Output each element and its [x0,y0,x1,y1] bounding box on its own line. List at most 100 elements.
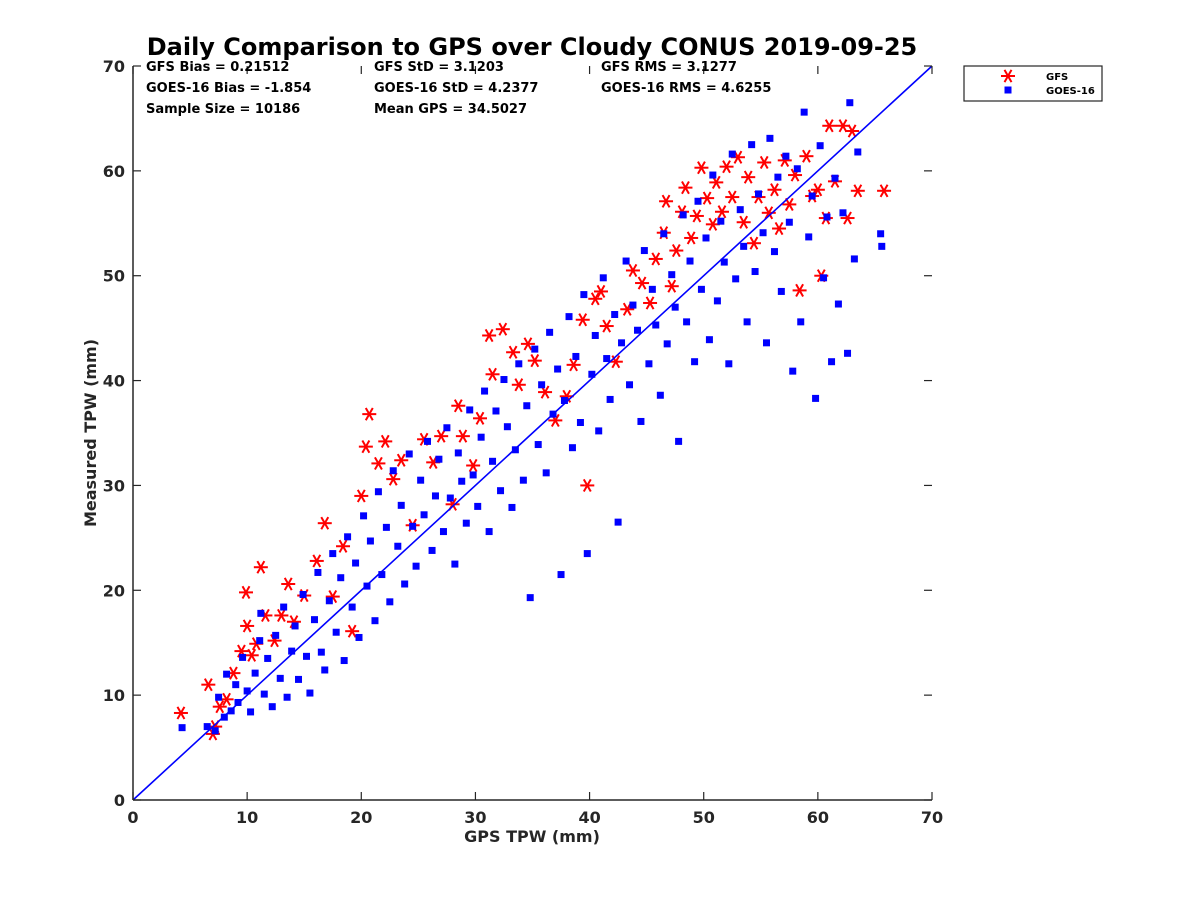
goes16-point [256,637,264,645]
y-tick-label: 50 [103,267,125,286]
goes16-point [546,328,554,336]
goes16-point [477,433,485,441]
goes16-point [508,503,516,511]
goes16-point [844,349,852,357]
goes16-point [785,218,793,226]
goes16-point [538,381,546,389]
goes16-point [691,358,699,366]
x-axis-ticks: 0 10 20 30 40 50 60 70 [127,66,943,827]
legend-goes16-label: GOES-16 [1046,86,1095,97]
gfs-point [281,577,296,591]
goes16-point [755,190,763,198]
goes16-point [203,723,211,731]
y-tick-label: 60 [103,162,125,181]
goes16-point [264,654,272,662]
goes16-point [405,450,413,458]
gfs-point [434,429,449,443]
gfs-point [757,155,772,170]
x-tick-label: 40 [578,808,600,827]
goes16-point [713,297,721,305]
goes16-point [588,370,596,378]
gfs-point [394,453,409,467]
gfs-point [822,119,837,133]
gfs-point [588,292,603,306]
goes16-point [352,559,360,567]
goes16-point [762,339,770,347]
goes16-point [454,449,462,457]
goes16-point [232,681,240,689]
goes16-point [603,355,611,363]
goes16-point [317,648,325,656]
goes16-point [599,274,607,282]
gfs-point [358,440,373,454]
goes16-point [652,321,660,329]
gfs-point [625,263,640,278]
gfs-point [575,313,590,327]
goes16-point [663,340,671,348]
gfs-point [386,472,401,486]
goes16-point [576,419,584,427]
goes16-point [366,537,374,545]
goes16-point [260,690,268,698]
gfs-point [371,456,386,470]
stat-text: GFS StD = 3.1203 [374,60,504,75]
plot-area [132,65,933,801]
goes16-point [675,437,683,445]
gfs-point [877,184,892,198]
goes16-point [325,597,333,605]
gfs-point [648,252,663,266]
goes16-point [492,407,500,415]
goes16-point [805,233,813,241]
gfs-point [201,678,216,692]
goes16-point [694,197,702,205]
goes16-point [348,603,356,611]
goes16-point [766,134,774,142]
goes16-point [243,687,251,695]
y-tick-label: 30 [103,476,125,495]
goes16-point [382,523,390,531]
gfs-point [451,399,466,413]
gfs-point [845,124,860,138]
gfs-point [714,205,729,219]
goes16-point [777,287,785,295]
goes16-point [355,633,363,641]
goes16-point [371,617,379,625]
y-tick-label: 40 [103,372,125,391]
goes16-point [846,99,854,107]
legend-box [963,65,1103,102]
goes16-point [526,594,534,602]
goes16-point [877,230,885,238]
goes16-point [503,423,511,431]
gfs-point [253,560,268,574]
goes16-point [702,234,710,242]
gfs-point [274,608,289,623]
goes16-point [816,142,824,150]
goes16-point [417,476,425,484]
goes16-point [878,242,886,250]
goes16-point [770,248,778,256]
goes16-point [683,318,691,326]
gfs-point [599,319,614,333]
goes16-point [782,152,790,160]
stat-text: GOES-16 Bias = -1.854 [146,81,311,96]
goes16-point [239,653,247,661]
gfs-point [472,411,487,425]
goes16-point [497,487,505,495]
goes16-point [428,546,436,554]
goes16-point [648,285,656,293]
goes16-point [774,173,782,181]
goes16-point [656,391,664,399]
goes16-point [591,331,599,339]
goes16-point [519,476,527,484]
gfs-point [799,149,814,163]
gfs-point [239,585,254,599]
goes16-point [660,230,668,238]
legend-gfs-marker [1001,69,1015,83]
gfs-point [659,194,674,208]
goes16-point [557,571,565,579]
gfs-point [506,345,521,359]
goes16-point [332,628,340,636]
goes16-point [299,590,307,598]
goes16-point [606,395,614,403]
goes16-point [800,108,808,116]
